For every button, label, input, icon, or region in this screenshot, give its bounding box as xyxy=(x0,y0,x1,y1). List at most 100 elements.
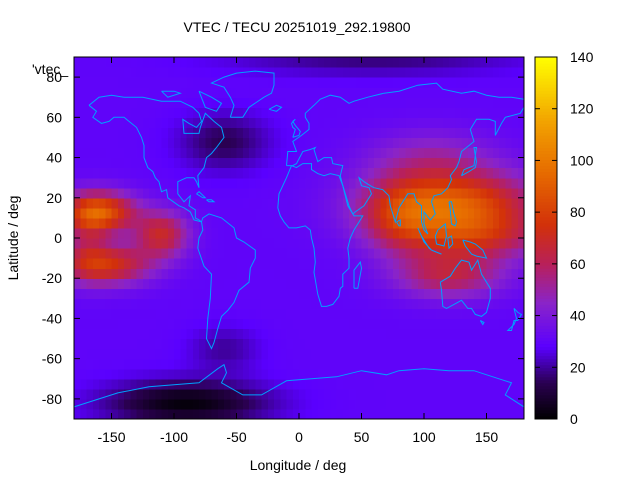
colorbar-segment xyxy=(535,114,557,118)
heatmap-cell xyxy=(155,368,163,380)
heatmap-cell xyxy=(230,167,238,179)
heatmap-cell xyxy=(492,318,500,330)
heatmap-cell xyxy=(424,57,431,68)
heatmap-cell xyxy=(511,177,519,189)
heatmap-cell xyxy=(499,187,506,199)
heatmap-cell xyxy=(367,147,375,159)
heatmap-cell xyxy=(286,328,294,340)
heatmap-cell xyxy=(405,378,413,390)
heatmap-cell xyxy=(317,137,325,149)
heatmap-cell xyxy=(174,398,181,410)
colorbar-segment xyxy=(535,244,557,248)
heatmap-cell xyxy=(117,258,125,269)
heatmap-cell xyxy=(267,87,275,98)
heatmap-cell xyxy=(174,328,181,340)
heatmap-cell xyxy=(292,97,300,108)
colorbar-segment xyxy=(535,207,557,212)
heatmap-cell xyxy=(292,278,300,289)
heatmap-cell xyxy=(236,187,244,199)
heatmap-cell xyxy=(511,97,519,108)
heatmap-cell xyxy=(211,368,219,380)
heatmap-cell xyxy=(86,97,94,108)
heatmap-cell xyxy=(274,338,281,350)
heatmap-cell xyxy=(361,368,369,380)
heatmap-cell xyxy=(161,248,169,259)
heatmap-cell xyxy=(467,107,475,118)
heatmap-cell xyxy=(224,358,231,370)
y-tick-label: -20 xyxy=(42,270,62,286)
heatmap-cell xyxy=(286,368,294,380)
heatmap-cell xyxy=(230,388,238,400)
heatmap-cell xyxy=(174,167,181,179)
heatmap-cell xyxy=(505,157,513,169)
colorbar-segment xyxy=(535,391,557,396)
colorbar-segment xyxy=(535,271,557,275)
heatmap-cell xyxy=(117,177,125,189)
coastline xyxy=(290,118,301,138)
heatmap-cell xyxy=(361,147,369,159)
heatmap-cell xyxy=(111,318,119,330)
heatmap-cell xyxy=(342,338,350,350)
heatmap-cell xyxy=(130,187,138,199)
heatmap-cell xyxy=(274,177,281,189)
heatmap-cell xyxy=(499,127,506,139)
heatmap-cell xyxy=(474,298,481,309)
heatmap-cell xyxy=(74,388,81,400)
heatmap-cell xyxy=(124,187,131,199)
heatmap-cell xyxy=(205,358,213,370)
colorbar-tick-label: 120 xyxy=(570,101,594,117)
heatmap-cell xyxy=(142,378,150,390)
heatmap-cell xyxy=(167,318,175,330)
heatmap-cell xyxy=(474,238,481,249)
heatmap-cell xyxy=(267,338,275,350)
heatmap-cell xyxy=(255,278,263,289)
heatmap-cell xyxy=(224,207,231,219)
heatmap-cell xyxy=(486,408,494,420)
heatmap-cell xyxy=(399,308,406,320)
heatmap-cell xyxy=(324,217,331,229)
heatmap-cell xyxy=(411,207,419,219)
heatmap-cell xyxy=(286,197,294,209)
heatmap-cell xyxy=(74,127,81,139)
coastline xyxy=(88,94,256,350)
heatmap-cell xyxy=(230,278,238,289)
heatmap-cell xyxy=(130,117,138,128)
heatmap-cell xyxy=(517,298,525,309)
heatmap-cell xyxy=(217,137,225,149)
heatmap-cell xyxy=(174,368,181,380)
heatmap-cell xyxy=(142,398,150,410)
heatmap-cell xyxy=(380,77,388,88)
heatmap-cell xyxy=(167,147,175,159)
heatmap-cell xyxy=(92,318,100,330)
colorbar-segment xyxy=(535,222,557,227)
heatmap-cell xyxy=(311,278,319,289)
heatmap-cell xyxy=(111,117,119,128)
heatmap-cell xyxy=(324,107,331,118)
heatmap-cell xyxy=(136,117,144,128)
heatmap-cell xyxy=(174,238,181,249)
heatmap-cell xyxy=(449,157,456,169)
heatmap-cell xyxy=(342,378,350,390)
heatmap-cell xyxy=(74,398,81,410)
heatmap-cell xyxy=(299,187,306,199)
heatmap-cell xyxy=(86,358,94,370)
heatmap-cell xyxy=(292,368,300,380)
colorbar-segment xyxy=(535,412,557,417)
heatmap-cell xyxy=(405,308,413,320)
heatmap-cell xyxy=(217,298,225,309)
heatmap-cell xyxy=(342,107,350,118)
heatmap-cell xyxy=(324,348,331,360)
heatmap-cell xyxy=(455,298,463,309)
heatmap-cell xyxy=(80,137,88,149)
heatmap-cell xyxy=(124,177,131,189)
heatmap-cell xyxy=(411,117,419,128)
heatmap-cell xyxy=(474,147,481,159)
heatmap-cell xyxy=(161,57,169,68)
heatmap-cell xyxy=(492,368,500,380)
heatmap-cell xyxy=(255,67,263,78)
heatmap-cell xyxy=(280,398,288,410)
heatmap-cell xyxy=(255,157,263,169)
heatmap-cell xyxy=(517,238,525,249)
heatmap-cell xyxy=(180,117,188,128)
heatmap-cell xyxy=(261,318,269,330)
